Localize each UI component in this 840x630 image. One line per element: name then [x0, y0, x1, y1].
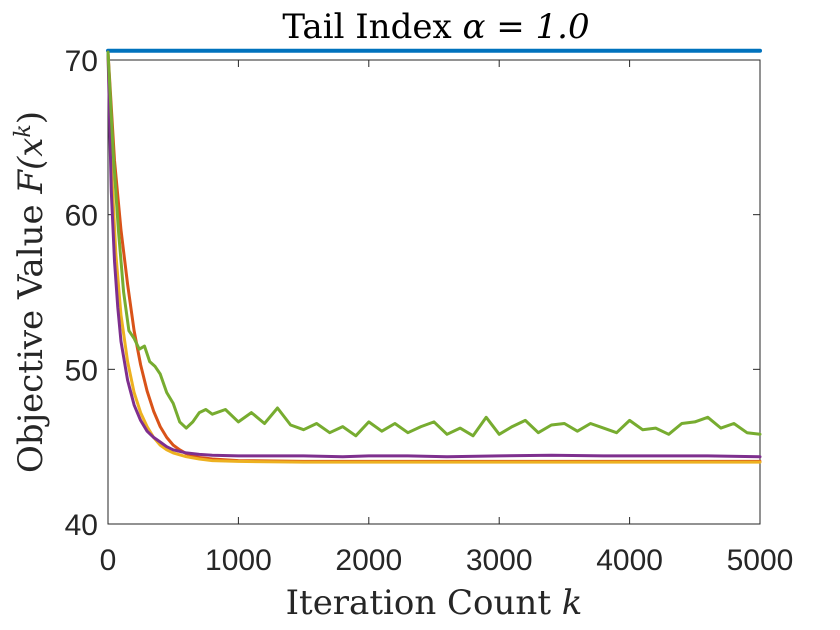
series-layer: [106, 48, 762, 464]
series-line-green: [106, 50, 762, 438]
chart-title-text: Tail Index: [282, 7, 462, 47]
chart-title: Tail Index α = 1.0: [282, 7, 589, 47]
y-tick-label: 40: [65, 509, 98, 542]
x-tick-label: 3000: [466, 544, 533, 577]
y-axis-label: Objective Value F(xk): [11, 111, 51, 473]
y-axis-ticks: 40 50 60 70: [65, 45, 760, 542]
x-tick-label: 5000: [727, 544, 794, 577]
x-tick-label: 4000: [596, 544, 663, 577]
series-line-purple: [106, 50, 762, 459]
y-tick-label: 50: [65, 354, 98, 387]
x-axis-label: Iteration Count k: [286, 583, 583, 623]
y-axis-label-math: F(x: [11, 138, 51, 195]
y-tick-label: 60: [65, 200, 98, 233]
plot-area: [107, 59, 761, 525]
chart-title-math: α = 1.0: [462, 7, 589, 47]
x-tick-label: 0: [100, 544, 117, 577]
series-line-yellow: [106, 50, 762, 464]
x-axis-label-text: Iteration Count: [286, 583, 562, 623]
y-axis-label-close: ): [11, 111, 51, 124]
x-tick-label: 1000: [205, 544, 272, 577]
x-axis-label-math: k: [562, 583, 583, 623]
y-axis-label-sup: k: [11, 124, 36, 137]
x-tick-label: 2000: [335, 544, 402, 577]
y-tick-label: 70: [65, 45, 98, 78]
y-axis-label-text: Objective Value: [11, 194, 51, 473]
x-axis-ticks: 0 1000 2000 3000 4000 5000: [100, 60, 794, 577]
